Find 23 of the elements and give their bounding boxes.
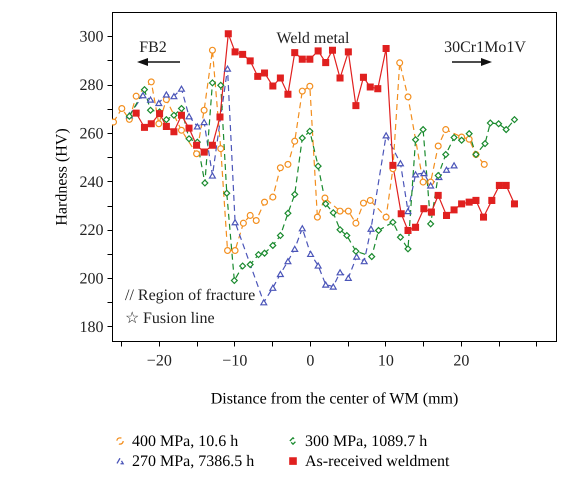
annotation: FB2 (139, 39, 167, 56)
y-tick-label: 260 (80, 125, 104, 142)
y-tick-label: 220 (80, 222, 104, 240)
y-tick-label: 240 (80, 174, 104, 191)
y-tick-label: 280 (80, 77, 104, 94)
legend-label: As-received weldment (305, 453, 450, 470)
annotation: // Region of fracture (125, 287, 256, 304)
y-tick-label: 300 (80, 28, 104, 46)
x-tick-label: 0 (306, 352, 314, 370)
y-tick-label: 180 (80, 318, 104, 336)
legend-label: 270 MPa, 7386.5 h (132, 453, 254, 470)
x-tick-label: −10 (222, 352, 248, 370)
annotation: ☆ Fusion line (125, 310, 215, 327)
annotation: 30Cr1Mo1V (444, 39, 526, 56)
x-tick-label: 20 (453, 352, 470, 370)
legend-label: 300 MPa, 1089.7 h (305, 433, 428, 450)
x-tick-label: −20 (146, 352, 172, 370)
x-tick-label: 10 (378, 352, 394, 370)
legend-label: 400 MPa, 10.6 h (132, 433, 238, 450)
y-tick-label: 200 (80, 270, 104, 288)
y-axis-title: Hardness (HV) (54, 128, 70, 226)
annotation: Weld metal (276, 30, 350, 47)
x-axis-title: Distance from the center of WM (mm) (210, 390, 458, 408)
